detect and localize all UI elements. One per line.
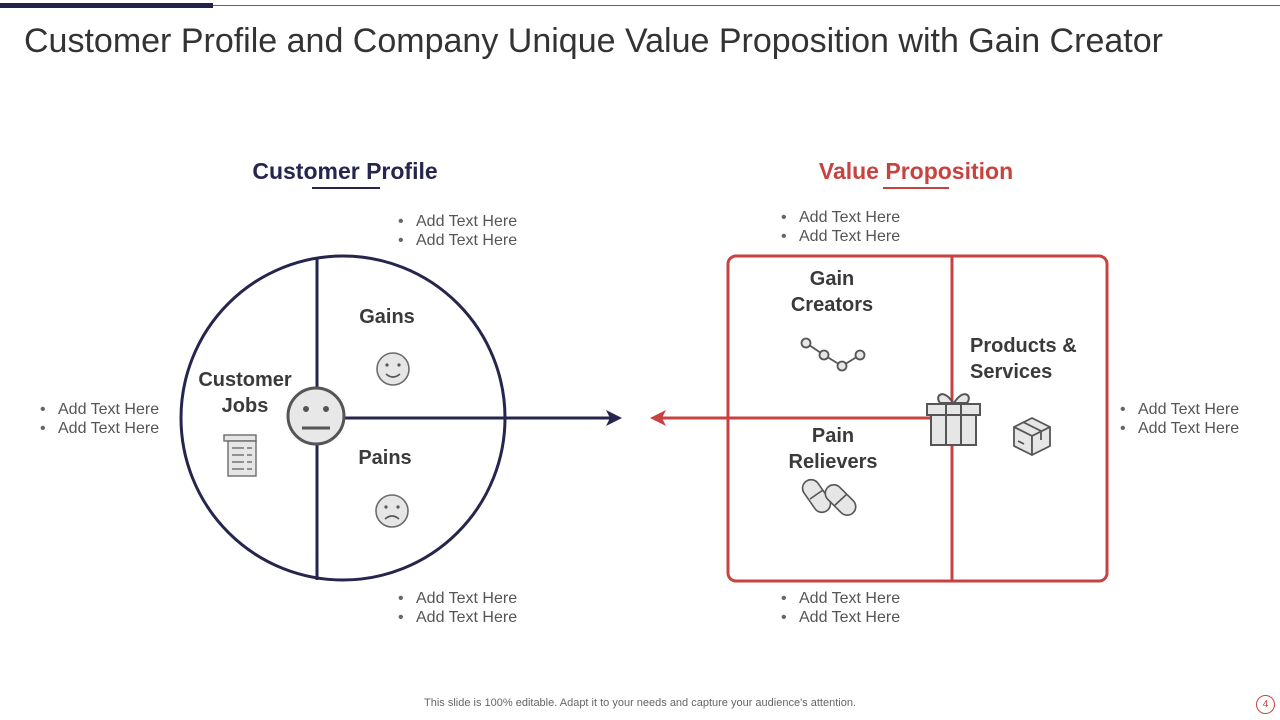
bullet-item: Add Text Here — [398, 212, 517, 231]
bullet-item: Add Text Here — [781, 208, 900, 227]
customer-profile-underline — [312, 187, 380, 189]
pains-label: Pains — [358, 447, 412, 469]
top-accent-line — [213, 5, 1280, 6]
value-proposition-right-bullets: Add Text Here Add Text Here — [1120, 400, 1239, 438]
chart-line-icon — [800, 337, 866, 372]
customer-jobs-label: Customer Jobs — [198, 369, 292, 417]
bullet-item: Add Text Here — [40, 400, 159, 419]
bullet-item: Add Text Here — [781, 227, 900, 246]
slide-title: Customer Profile and Company Unique Valu… — [24, 22, 1163, 60]
products-services-label: Products & Services — [970, 335, 1077, 383]
bullet-item: Add Text Here — [781, 608, 900, 627]
bullet-item: Add Text Here — [398, 608, 517, 627]
customer-profile-bottom-bullets: Add Text Here Add Text Here — [398, 589, 517, 627]
bullet-item: Add Text Here — [398, 589, 517, 608]
bullet-item: Add Text Here — [398, 231, 517, 250]
bullet-item: Add Text Here — [1120, 419, 1239, 438]
customer-profile-top-bullets: Add Text Here Add Text Here — [398, 212, 517, 250]
value-proposition-bottom-bullets: Add Text Here Add Text Here — [781, 589, 900, 627]
page-number-badge: 4 — [1256, 695, 1275, 714]
gain-creators-label: Gain Creators — [790, 268, 874, 316]
value-proposition-top-bullets: Add Text Here Add Text Here — [781, 208, 900, 246]
value-proposition-underline — [883, 187, 949, 189]
customer-profile-left-bullets: Add Text Here Add Text Here — [40, 400, 159, 438]
gift-icon — [926, 393, 981, 446]
customer-profile-heading: Customer Profile — [252, 158, 438, 184]
top-accent-bar — [0, 3, 213, 8]
gains-label: Gains — [359, 306, 415, 328]
bullet-item: Add Text Here — [40, 419, 159, 438]
box-icon — [1013, 417, 1051, 456]
smile-face-icon — [376, 352, 410, 386]
navy-arrowhead — [606, 410, 622, 426]
bullet-item: Add Text Here — [1120, 400, 1239, 419]
checklist-icon — [223, 434, 257, 477]
bullet-item: Add Text Here — [781, 589, 900, 608]
sad-face-icon — [375, 494, 409, 528]
pain-relievers-label: Pain Relievers — [788, 425, 878, 473]
footer-note: This slide is 100% editable. Adapt it to… — [424, 697, 856, 709]
red-arrowhead — [650, 410, 666, 426]
neutral-face-icon — [286, 386, 346, 446]
value-proposition-heading: Value Proposition — [818, 158, 1014, 184]
pills-icon — [801, 478, 857, 517]
